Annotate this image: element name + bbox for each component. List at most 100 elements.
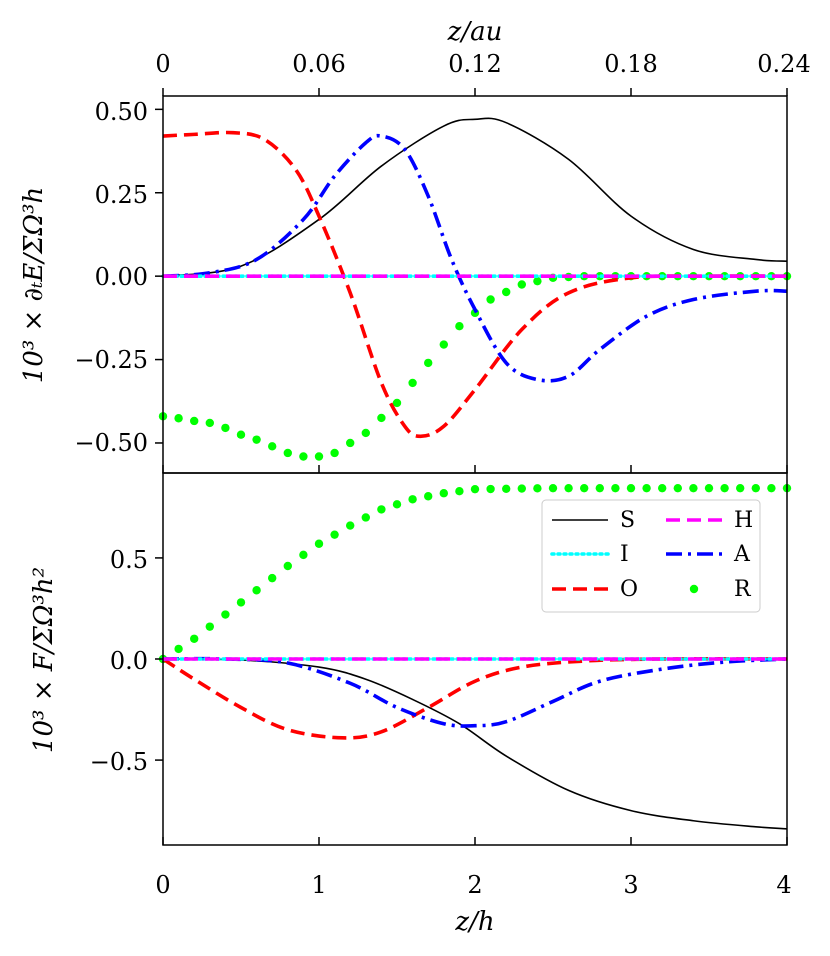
series-R-point — [439, 340, 448, 349]
series-R-point — [174, 414, 183, 423]
series-R-point — [736, 483, 745, 493]
series-R-point — [346, 521, 355, 530]
bottom-ytick-label: 0.0 — [110, 647, 148, 675]
series-R-point — [751, 483, 760, 493]
series-R-point — [626, 483, 636, 493]
series-R-point — [236, 598, 246, 607]
bottom-xlabel: z/h — [454, 907, 494, 937]
top-ytick-label: −0.50 — [74, 429, 148, 457]
series-R-point — [190, 416, 199, 426]
series-R-point — [361, 428, 370, 438]
bottom-panel-ytick-labels: 0.5 0.0 −0.5 — [90, 546, 148, 776]
series-R-point — [502, 287, 511, 297]
series-R-point — [704, 483, 714, 493]
series-R-point — [330, 448, 339, 458]
series-R-point — [174, 644, 183, 654]
series-R-point — [190, 634, 199, 643]
bottom-xtick-label: 4 — [776, 871, 791, 899]
series-R-point — [408, 378, 417, 388]
series-S-line — [162, 117, 788, 277]
series-R-point — [299, 452, 308, 461]
top-panel-frame — [162, 95, 788, 474]
series-R-point — [689, 483, 698, 493]
series-R-point — [533, 276, 542, 286]
top-panel: 0.50 0.25 0.00 −0.25 −0.50 0 0.06 0.12 0… — [19, 17, 811, 474]
legend-label: O — [620, 577, 638, 602]
bottom-ytick-label: −0.5 — [90, 748, 148, 776]
series-R-point — [252, 586, 261, 595]
bottom-ylabel: 10³ × F/ΣΩ³h² — [29, 567, 59, 753]
bottom-panel-ticks — [155, 557, 788, 845]
bottom-panel-series — [158, 483, 792, 830]
series-R-point — [392, 398, 402, 408]
top-panel-series — [158, 117, 792, 461]
bottom-xtick-label: 2 — [467, 871, 482, 899]
top-ytick-label: 0.00 — [95, 263, 148, 291]
series-R-point — [642, 483, 651, 493]
series-R-point — [283, 561, 292, 571]
series-R-point — [580, 483, 589, 493]
series-R-point — [314, 539, 324, 548]
series-R-point — [455, 487, 464, 496]
series-R-point — [236, 430, 246, 439]
series-R-point — [517, 280, 526, 289]
series-R-point — [455, 322, 464, 331]
top-ytick-label: 0.50 — [95, 98, 148, 126]
series-R-point — [330, 530, 339, 539]
series-R-point — [377, 413, 386, 423]
top-xtick-label: 0.18 — [604, 50, 657, 78]
series-R-point — [268, 573, 277, 583]
series-R-point — [673, 483, 682, 493]
top-ylabel: 10³ × ∂ₜE/ΣΩ³h — [19, 187, 49, 384]
bottom-panel: 0.5 0.0 −0.5 0 1 2 3 4 z/h 10³ × F/ΣΩ³h²… — [29, 472, 792, 937]
series-O-line — [162, 130, 788, 439]
top-xtick-label: 0.12 — [448, 50, 501, 78]
series-R-point — [486, 295, 495, 304]
series-R-point — [439, 489, 448, 498]
series-R-point — [221, 423, 230, 433]
series-R-point — [361, 513, 370, 522]
legend-label: S — [620, 508, 635, 533]
series-R-point — [205, 622, 214, 631]
series-R-point — [658, 483, 667, 493]
series-R-point — [470, 484, 480, 494]
series-R-point — [533, 484, 542, 493]
series-R-point — [424, 358, 433, 368]
bottom-xtick-labels: 0 1 2 3 4 — [155, 871, 791, 899]
series-R-point — [408, 495, 417, 504]
series-R-point — [564, 483, 573, 493]
legend-label: A — [733, 542, 751, 567]
legend-marker-R — [689, 584, 699, 594]
top-xtick-label: 0.06 — [292, 50, 345, 78]
top-secondary-xlabel: z/au — [447, 17, 503, 47]
bottom-ytick-label: 0.5 — [110, 546, 148, 574]
series-R-point — [502, 484, 511, 493]
series-A-line — [162, 133, 788, 383]
legend-label: I — [620, 542, 629, 567]
series-R-point — [720, 483, 729, 493]
series-R-point — [205, 418, 214, 428]
legend-label: H — [734, 508, 753, 533]
top-panel-ticks — [155, 88, 788, 473]
series-R-point — [268, 442, 277, 451]
series-R-point — [346, 438, 355, 448]
legend-label: R — [734, 577, 752, 602]
legend-box — [541, 499, 761, 613]
top-xtick-label: 0.24 — [757, 50, 810, 78]
top-panel-ytick-labels: 0.50 0.25 0.00 −0.25 −0.50 — [74, 98, 148, 457]
series-R-point — [221, 610, 230, 619]
series-R-point — [314, 452, 324, 461]
series-S-line — [162, 658, 788, 830]
series-R-point — [424, 492, 433, 501]
top-xtick-label: 0 — [155, 50, 170, 78]
legend-symbols — [550, 518, 722, 594]
bottom-xtick-label: 3 — [623, 871, 638, 899]
legend: S H I A O R — [541, 499, 761, 613]
series-A-line — [162, 656, 788, 728]
series-R-point — [299, 550, 308, 560]
top-ytick-label: −0.25 — [74, 346, 148, 374]
series-R-point — [517, 484, 526, 493]
series-R-point — [252, 435, 261, 444]
series-R-point — [548, 483, 558, 493]
